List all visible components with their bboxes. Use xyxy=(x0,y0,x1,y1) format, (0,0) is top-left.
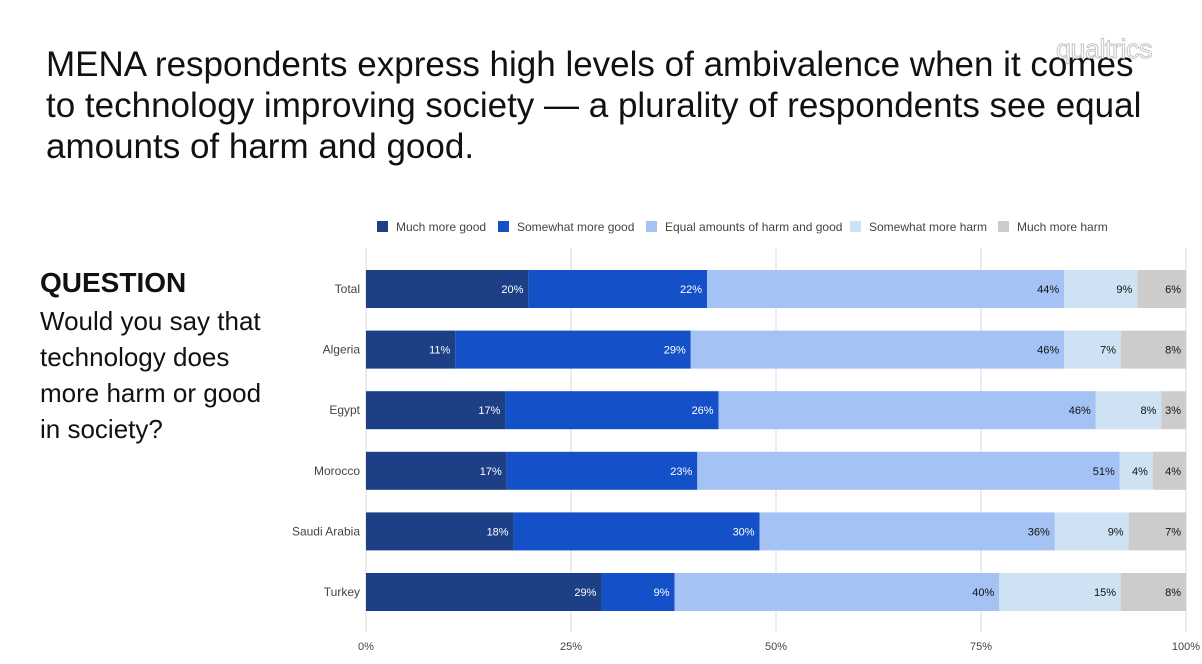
data-label: 46% xyxy=(1069,405,1091,417)
data-label: 46% xyxy=(1037,345,1059,357)
bar-segment xyxy=(690,330,1065,369)
data-label: 40% xyxy=(972,587,994,599)
data-label: 51% xyxy=(1093,466,1115,478)
data-label: 20% xyxy=(501,284,523,296)
bar-segment xyxy=(366,391,506,430)
data-label: 17% xyxy=(480,466,502,478)
data-label: 15% xyxy=(1094,587,1116,599)
legend-swatch xyxy=(850,221,861,232)
bar-segment xyxy=(1121,330,1186,369)
chart-x-tick-labels: 0% 25% 50% 75% 100% xyxy=(358,641,1200,653)
bar-segment xyxy=(674,573,1000,611)
chart-legend: Much more good Somewhat more good Equal am… xyxy=(377,220,1108,234)
question-text: Would you say that technology does more … xyxy=(40,306,262,444)
bar-segment xyxy=(513,512,760,551)
data-label: 44% xyxy=(1037,284,1059,296)
data-label: 26% xyxy=(692,405,714,417)
bar-segment xyxy=(601,573,675,611)
question-heading: QUESTION xyxy=(40,267,187,298)
data-label: 3% xyxy=(1165,405,1181,417)
data-label: 8% xyxy=(1165,587,1181,599)
category-label: Algeria xyxy=(323,343,361,357)
legend-swatch xyxy=(377,221,388,232)
bar-segment xyxy=(1064,270,1138,308)
bar-segment xyxy=(1161,391,1186,430)
category-label: Saudi Arabia xyxy=(292,524,360,538)
legend-label: Much more good xyxy=(396,220,486,234)
bar-segment xyxy=(366,512,514,551)
bar-segment xyxy=(366,270,529,308)
data-label: 4% xyxy=(1165,466,1181,478)
data-label: 30% xyxy=(733,526,755,538)
bar-segment xyxy=(366,573,602,611)
x-tick-label: 100% xyxy=(1172,641,1200,653)
category-label: Turkey xyxy=(324,585,360,599)
bar-segment xyxy=(366,451,507,490)
bar-segment xyxy=(1121,573,1186,611)
page-title: MENA respondents express high levels of … xyxy=(46,45,1142,166)
data-label: 22% xyxy=(680,284,702,296)
bar-segment xyxy=(759,512,1055,551)
legend-label: Much more harm xyxy=(1017,220,1108,234)
bar-segment xyxy=(999,573,1122,611)
data-label: 7% xyxy=(1165,526,1181,538)
bar-segment xyxy=(1152,451,1186,490)
data-label: 29% xyxy=(664,345,686,357)
data-label: 9% xyxy=(1108,526,1124,538)
bar-segment xyxy=(706,270,1065,308)
category-label: Total xyxy=(335,282,360,296)
data-label: 6% xyxy=(1165,284,1181,296)
x-tick-label: 25% xyxy=(560,641,582,653)
x-tick-label: 50% xyxy=(765,641,787,653)
data-label: 8% xyxy=(1165,345,1181,357)
data-label: 11% xyxy=(429,345,450,357)
data-label: 8% xyxy=(1140,405,1156,417)
legend-swatch xyxy=(498,221,509,232)
legend-label: Somewhat more good xyxy=(517,220,634,234)
bar-segment xyxy=(1054,512,1129,551)
bar-segment xyxy=(718,391,1096,430)
bar-segment xyxy=(1128,512,1186,551)
data-label: 23% xyxy=(670,466,692,478)
x-tick-label: 75% xyxy=(970,641,992,653)
bar-segment xyxy=(505,391,719,430)
bar-segment xyxy=(455,330,691,369)
legend-label: Somewhat more harm xyxy=(869,220,987,234)
data-label: 9% xyxy=(1116,284,1132,296)
chart-gridlines xyxy=(365,248,1187,632)
data-label: 17% xyxy=(478,405,500,417)
data-label: 18% xyxy=(487,526,509,538)
bar-segment xyxy=(506,451,698,490)
category-label: Egypt xyxy=(329,403,360,417)
bar-segment xyxy=(1064,330,1122,369)
data-label: 36% xyxy=(1028,526,1050,538)
data-label: 7% xyxy=(1100,345,1116,357)
x-tick-label: 0% xyxy=(358,641,374,653)
bar-segment xyxy=(366,330,456,369)
qualtrics-logo: qualtrics xyxy=(1055,34,1153,65)
chart-bars: 20% 22% 44% 9% 6% 11% 29% 46% 7% 8% 17% 26% 46% 8% 3% 1… xyxy=(366,270,1186,611)
legend-label: Equal amounts of harm and good xyxy=(665,220,842,234)
bar-segment xyxy=(1137,270,1186,308)
bar-segment xyxy=(1119,451,1153,490)
data-label: 29% xyxy=(574,587,596,599)
data-label: 9% xyxy=(654,587,670,599)
chart-category-labels: Total Algeria Egypt Morocco Saudi Arabia Turk… xyxy=(292,282,361,599)
bar-segment xyxy=(697,451,1120,490)
data-label: 4% xyxy=(1132,466,1148,478)
legend-swatch xyxy=(646,221,657,232)
bar-segment xyxy=(1095,391,1162,430)
bar-segment xyxy=(528,270,707,308)
legend-swatch xyxy=(998,221,1009,232)
category-label: Morocco xyxy=(314,464,360,478)
